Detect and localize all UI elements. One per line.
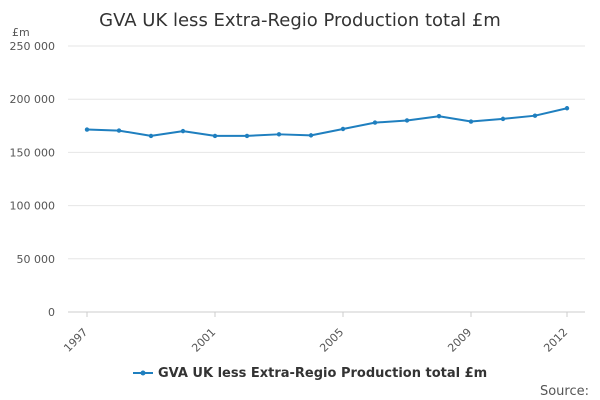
data-point-1998[interactable] <box>116 128 122 133</box>
data-point-2003[interactable] <box>276 132 282 137</box>
legend-label[interactable]: GVA UK less Extra-Regio Production total… <box>158 366 487 381</box>
y-tick-label: 50 000 <box>17 253 56 266</box>
data-point-1997[interactable] <box>84 127 90 132</box>
chart-title: GVA UK less Extra-Regio Production total… <box>99 10 501 31</box>
y-tick-label: 0 <box>48 306 55 319</box>
data-point-2000[interactable] <box>180 128 186 134</box>
data-point-2011[interactable] <box>532 113 538 118</box>
data-point-2007[interactable] <box>404 118 410 123</box>
data-point-2010[interactable] <box>500 116 506 122</box>
y-axis-ticks: 0 50 000 100 000 150 000 200 000 250 000 <box>10 40 56 319</box>
y-tick-label: 150 000 <box>10 146 56 159</box>
x-tick-label: 2001 <box>189 326 218 355</box>
data-point-2009[interactable] <box>468 119 474 124</box>
x-axis-ticks: 1997 2001 2005 2009 2012 <box>61 312 570 355</box>
y-tick-label: 100 000 <box>10 200 56 213</box>
series-layer <box>84 106 570 139</box>
data-point-2004[interactable] <box>308 133 314 138</box>
x-tick-label: 2005 <box>317 326 346 355</box>
data-point-2001[interactable] <box>212 133 218 139</box>
y-tick-label: 250 000 <box>10 40 56 53</box>
data-point-2006[interactable] <box>372 120 378 125</box>
x-tick-label: 2009 <box>445 326 474 355</box>
data-point-2008[interactable] <box>436 114 442 119</box>
source-label: Source: <box>540 384 589 399</box>
y-tick-label: 200 000 <box>10 93 56 106</box>
gridlines <box>68 45 585 313</box>
legend-point-marker <box>140 370 146 376</box>
data-point-2002[interactable] <box>244 133 250 139</box>
x-tick-label: 2012 <box>541 326 570 355</box>
data-point-1999[interactable] <box>148 133 154 139</box>
series-line <box>86 107 568 137</box>
legend[interactable]: GVA UK less Extra-Regio Production total… <box>133 366 487 381</box>
y-axis-unit-label: £m <box>12 26 30 39</box>
data-point-2012[interactable] <box>564 106 570 111</box>
data-point-2005[interactable] <box>340 126 346 132</box>
x-tick-label: 1997 <box>61 326 90 355</box>
